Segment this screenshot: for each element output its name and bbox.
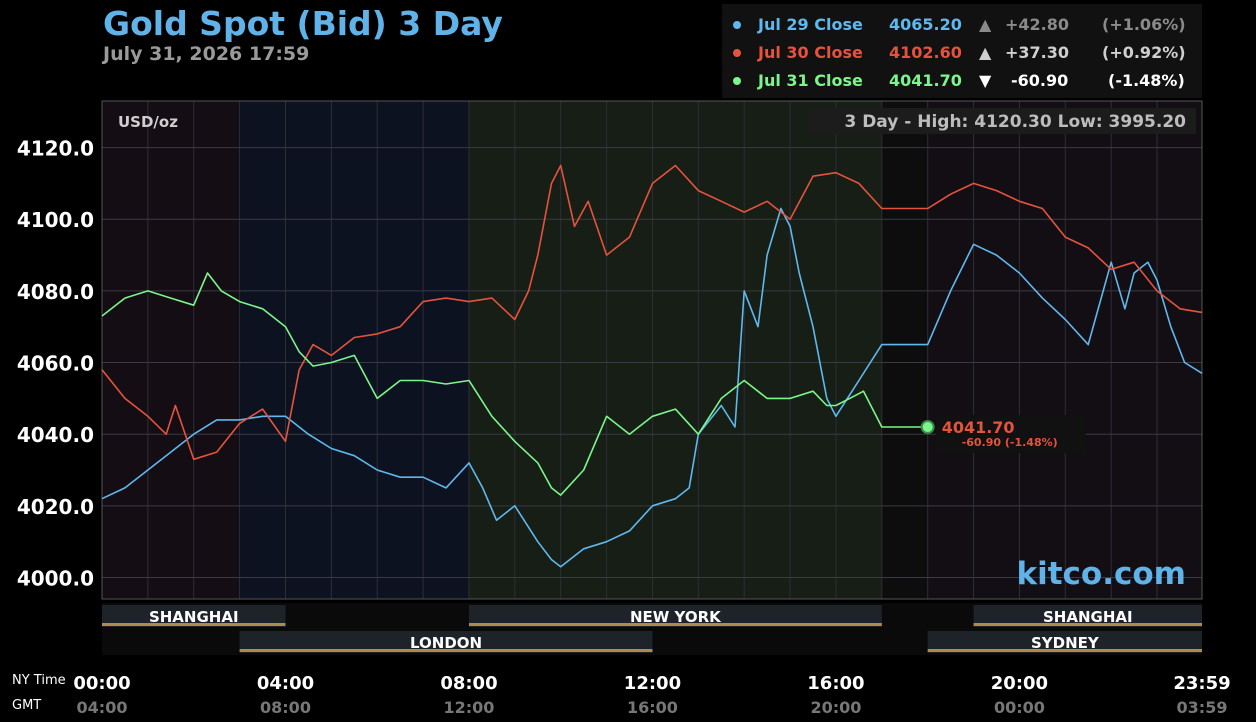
session-label: SYDNEY: [1031, 634, 1100, 652]
session-bar: [239, 631, 653, 653]
y-tick-label: 4060.0: [17, 352, 94, 376]
legend-row-jul29: Jul 29 Close 4065.20 ▲ +42.80 (+1.06%): [722, 13, 1202, 37]
series-line: [101, 272, 928, 496]
legend-pct: (+0.92%): [1102, 43, 1186, 62]
session-bar: [927, 631, 1202, 653]
x-tick-gmt: 20:00: [810, 698, 861, 717]
watermark: kitco.com: [1017, 556, 1187, 592]
session-tint: [468, 101, 882, 599]
session-tint: [881, 101, 928, 599]
legend-row-jul31: Jul 31 Close 4041.70 ▼ -60.90 (-1.48%): [722, 69, 1202, 93]
session-tint: [239, 101, 469, 599]
legend-label: Jul 29 Close: [758, 15, 863, 34]
series-line: [101, 207, 1203, 568]
legend-change: +42.80: [1005, 15, 1070, 34]
y-tick-label: 4080.0: [17, 280, 94, 304]
x-tick-ny: 08:00: [440, 673, 497, 694]
legend-arrow: ▲: [979, 15, 992, 34]
legend-price: 4102.60: [889, 43, 962, 62]
legend-label: Jul 30 Close: [758, 43, 863, 62]
range-text: 3 Day - High: 4120.30 Low: 3995.20: [844, 112, 1186, 132]
session-underline: [468, 623, 882, 626]
chart-date: July 31, 2026 17:59: [103, 43, 310, 65]
y-axis: 4000.0 4020.0 4040.0 4060.0 4080.0 4100.0 4120…: [17, 137, 94, 591]
last-marker: 4041.70-60.90 (-1.48%): [920, 415, 1086, 454]
ny-time-label: NY Time: [12, 673, 66, 688]
session-underline: [927, 649, 1202, 652]
chart-grid: [101, 101, 1202, 599]
legend-arrow: ▲: [979, 43, 992, 62]
series: [101, 164, 1203, 568]
session-label: LONDON: [410, 634, 482, 652]
x-tick-ny: 00:00: [73, 673, 130, 694]
y-tick-label: 4120.0: [17, 137, 94, 161]
session-bar: [468, 605, 882, 627]
legend-row-jul30: Jul 30 Close 4102.60 ▲ +37.30 (+0.92%): [722, 41, 1202, 65]
session-underline: [239, 649, 653, 652]
session-label: NEW YORK: [630, 608, 722, 626]
session-underline: [973, 623, 1202, 626]
legend-dot: [733, 21, 741, 29]
unit-label: USD/oz: [118, 113, 178, 131]
y-tick-label: 4020.0: [17, 495, 94, 519]
session-label: SHANGHAI: [149, 608, 239, 626]
session-label: SHANGHAI: [1043, 608, 1133, 626]
x-tick-ny: 23:59: [1173, 673, 1230, 694]
y-tick-label: 4000.0: [17, 567, 94, 591]
session-bar: [102, 605, 286, 627]
y-tick-label: 4040.0: [17, 423, 94, 447]
legend-arrow: ▼: [979, 71, 992, 90]
legend-label: Jul 31 Close: [758, 71, 863, 90]
x-tick-gmt: 04:00: [77, 698, 128, 717]
x-tick-gmt: 08:00: [260, 698, 311, 717]
last-price-box: [935, 415, 1086, 454]
session-bar: [973, 605, 1202, 627]
x-tick-ny: 20:00: [991, 673, 1048, 694]
range-box: [808, 108, 1196, 134]
legend-price: 4041.70: [889, 71, 962, 90]
legend: Jul 29 Close 4065.20 ▲ +42.80 (+1.06%) J…: [722, 4, 1202, 98]
legend-price: 4065.20: [889, 15, 962, 34]
last-price-label: 4041.70: [942, 418, 1015, 437]
legend-dot: [733, 77, 741, 85]
legend-dot: [733, 49, 741, 57]
session-tint: [102, 101, 240, 599]
legend-change: +37.30: [1005, 43, 1070, 62]
x-tick-gmt: 03:59: [1177, 698, 1228, 717]
session-underline: [102, 623, 286, 626]
series-line: [101, 164, 1203, 461]
legend-pct: (-1.48%): [1108, 71, 1185, 90]
last-change-label: -60.90 (-1.48%): [962, 436, 1058, 449]
last-price-dot: [920, 420, 935, 435]
chart-title: Gold Spot (Bid) 3 Day: [103, 4, 503, 43]
gmt-label: GMT: [12, 698, 41, 713]
x-tick-ny: 04:00: [257, 673, 314, 694]
plot-border: [101, 100, 1203, 600]
x-tick-gmt: 12:00: [444, 698, 495, 717]
x-tick-gmt: 00:00: [994, 698, 1045, 717]
session-bars: SHANGHAI NEW YORK SHANGHAI LONDON SYDNEY: [102, 603, 1202, 655]
y-tick-label: 4100.0: [17, 208, 94, 232]
x-tick-gmt: 16:00: [627, 698, 678, 717]
legend-pct: (+1.06%): [1102, 15, 1186, 34]
legend-change: -60.90: [1011, 71, 1069, 90]
x-axis: 00:00 04:00 04:00 08:00 08:00 12:00 12:00 16:00…: [73, 673, 1230, 717]
x-tick-ny: 16:00: [807, 673, 864, 694]
x-tick-ny: 12:00: [624, 673, 681, 694]
